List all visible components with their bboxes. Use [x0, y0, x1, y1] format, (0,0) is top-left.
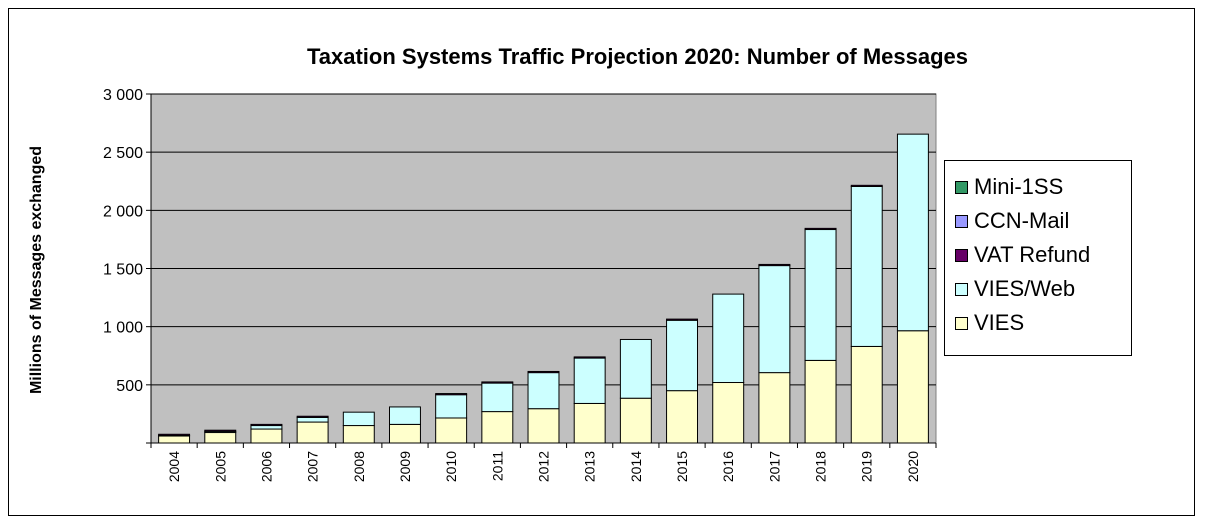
x-tick-label: 2011	[489, 451, 505, 481]
bar-vat-refund	[804, 227, 837, 231]
bar-vies	[804, 359, 837, 444]
x-tick-label: 2005	[212, 451, 228, 482]
x-tick-label: 2020	[905, 451, 921, 482]
x-tick-label: 2017	[766, 451, 782, 482]
bar-vies	[158, 435, 191, 444]
legend-swatch	[955, 180, 968, 194]
bar-vies	[758, 372, 791, 444]
x-tick-label: 2004	[166, 451, 182, 482]
bar-vat-refund	[296, 415, 329, 418]
bar-vies	[250, 428, 283, 444]
x-tick-label: 2013	[582, 451, 598, 482]
bar-vat-refund	[250, 423, 283, 427]
legend-label: VIES	[974, 310, 1025, 335]
bar-vat-refund	[527, 370, 560, 374]
x-tick-label: 2009	[397, 451, 413, 482]
bar-vies	[435, 417, 468, 444]
bar-vies-web	[389, 406, 421, 425]
x-tick-label: 2014	[628, 451, 644, 482]
x-tick-label: 2019	[859, 451, 875, 482]
bar-vies-web	[250, 425, 283, 430]
legend-swatch	[955, 248, 968, 262]
bar-vies	[204, 432, 237, 444]
y-tick-label: 500	[116, 378, 143, 395]
x-tick-label: 2006	[258, 451, 274, 482]
y-tick-label: 1 000	[103, 320, 143, 337]
legend-item: CCN-Mail	[955, 207, 1069, 235]
bar-vies	[619, 397, 652, 444]
bar-vat-refund	[204, 429, 237, 432]
y-tick-label: 2 000	[103, 203, 143, 220]
bar-vat-refund	[481, 381, 514, 384]
bar-vies	[527, 408, 560, 444]
bar-vat-refund	[850, 184, 883, 187]
chart-title: Taxation Systems Traffic Projection 2020…	[306, 44, 969, 69]
bar-vies	[850, 345, 883, 444]
bar-vies	[712, 382, 745, 444]
bar-vies-web	[527, 372, 560, 410]
legend-label: VIES/Web	[974, 276, 1076, 301]
legend-item: VIES	[955, 309, 1024, 337]
x-tick-label: 2007	[305, 451, 321, 482]
legend-swatch	[955, 316, 968, 330]
x-tick-label: 2016	[720, 451, 736, 482]
bar-vies	[666, 390, 698, 444]
bar-vat-refund	[435, 393, 468, 396]
y-tick-label: 2 500	[103, 145, 143, 162]
bar-vies	[389, 423, 421, 444]
bar-vies-web	[619, 338, 652, 399]
y-tick-label: 3 000	[103, 87, 143, 104]
x-tick-label: 2010	[443, 451, 459, 482]
bar-vies-web	[296, 416, 329, 423]
bar-vies-web	[435, 394, 468, 419]
legend-item: VAT Refund	[955, 241, 1090, 269]
x-tick-label: 2015	[674, 451, 690, 482]
bar-vies-web	[758, 265, 791, 374]
bar-vat-refund	[666, 318, 698, 321]
bar-vat-refund	[158, 433, 191, 436]
bar-vies-web	[896, 133, 929, 332]
x-tick-label: 2008	[351, 451, 367, 482]
bar-vies	[896, 330, 929, 444]
legend-swatch	[955, 214, 968, 228]
x-tick-label: 2012	[536, 451, 552, 482]
legend: Mini-1SS CCN-Mail VAT Refund VIES/Web VIES	[944, 160, 1132, 356]
y-tick-label: 1 500	[103, 262, 143, 279]
bar-vies	[573, 402, 606, 444]
bar-vies-web	[666, 319, 698, 392]
legend-swatch	[955, 282, 968, 296]
x-tick-label: 2018	[813, 451, 829, 482]
bar-vies-web	[850, 185, 883, 347]
legend-label: Mini-1SS	[974, 174, 1064, 199]
legend-item: Mini-1SS	[955, 173, 1063, 201]
bar-vies-web	[712, 293, 745, 384]
bar-vies-web	[804, 229, 837, 361]
bar-vies	[342, 425, 375, 444]
bar-vat-refund	[758, 263, 791, 267]
bar-vies-web	[481, 382, 514, 413]
legend-label: VAT Refund	[974, 242, 1091, 267]
bar-vies	[481, 411, 514, 444]
bar-vies-web	[573, 357, 606, 404]
legend-item: VIES/Web	[955, 275, 1075, 303]
bar-vies	[296, 421, 329, 444]
bar-vat-refund	[573, 356, 606, 359]
bar-vies-web	[342, 411, 375, 427]
legend-label: CCN-Mail	[974, 208, 1070, 233]
